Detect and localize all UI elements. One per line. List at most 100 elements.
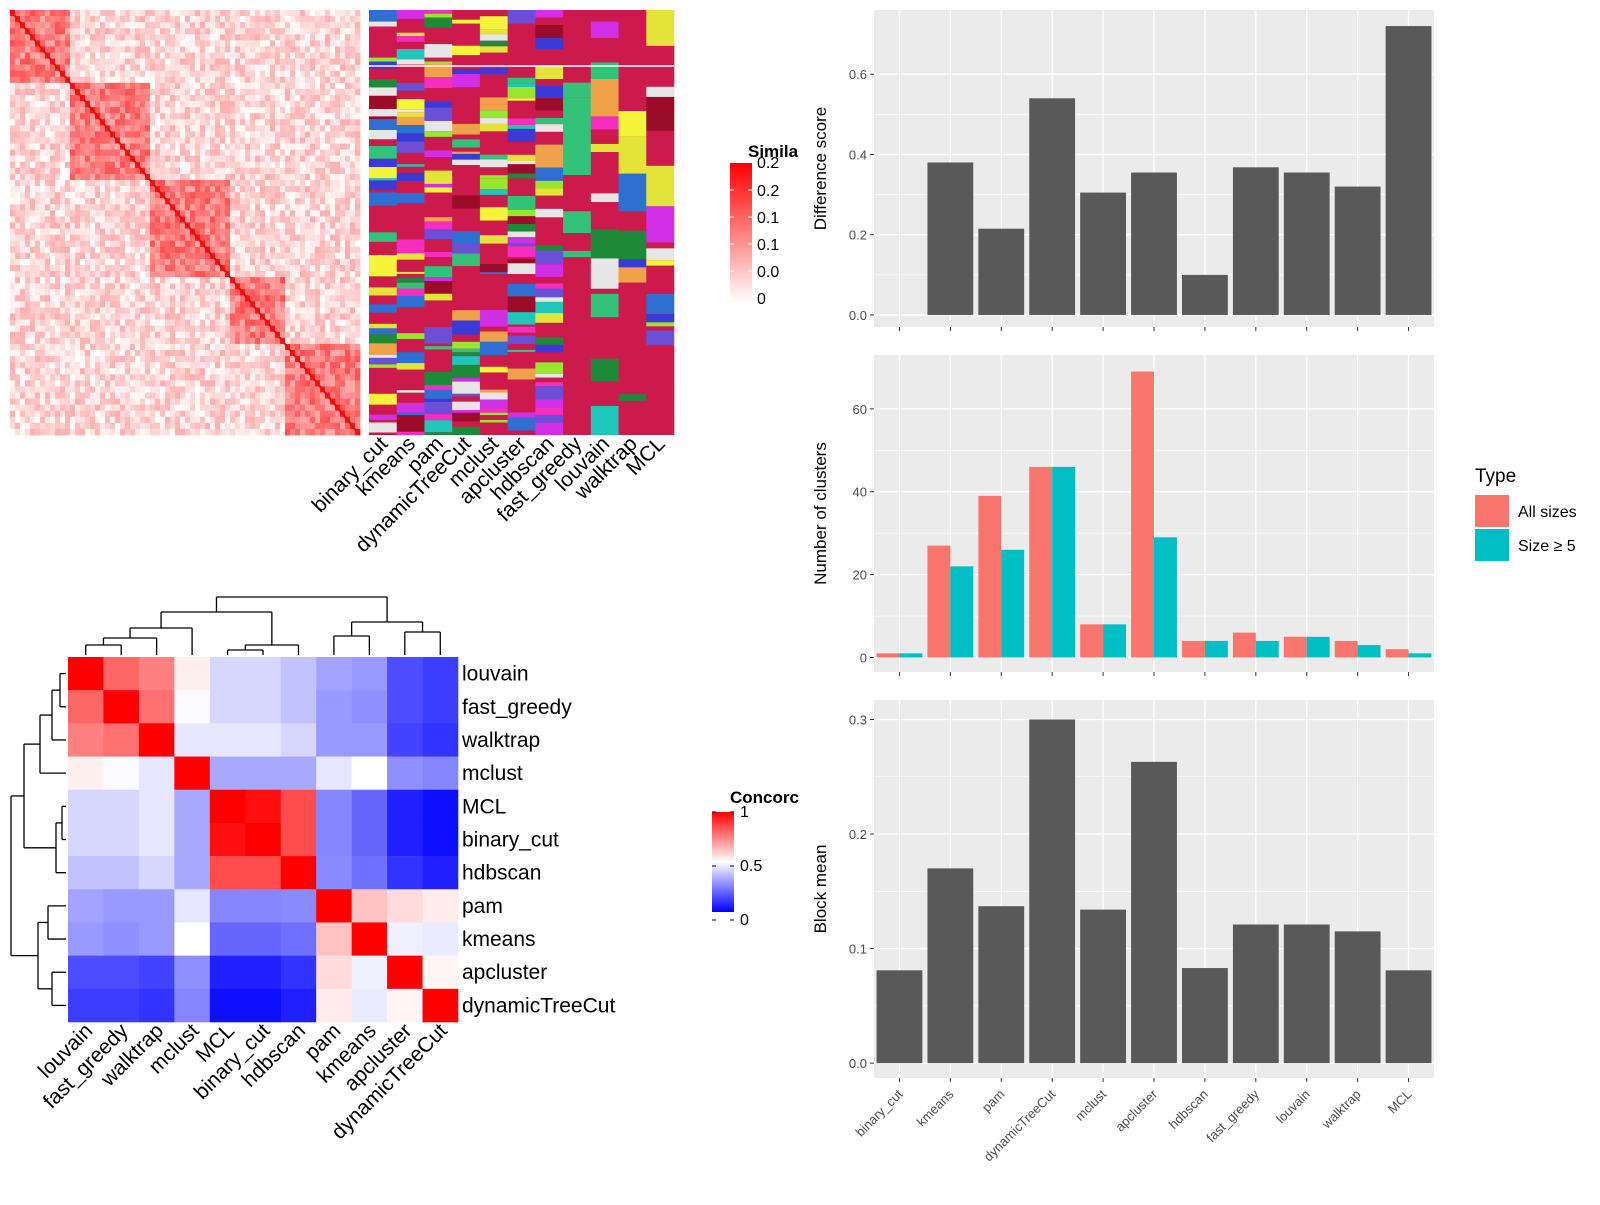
cluster-assignment-bands — [369, 10, 674, 435]
heatmap-cell — [68, 690, 104, 723]
bar-pam — [978, 906, 1024, 1063]
similarity-legend-tick: 0 — [757, 291, 766, 308]
heatmap-cell — [139, 723, 175, 756]
bar-MCL — [1386, 26, 1432, 315]
heatmap-cell — [68, 790, 104, 823]
heatmap-cell — [139, 790, 175, 823]
heatmap-cell — [316, 723, 352, 756]
bar-size-ge-5-MCL — [1409, 653, 1432, 657]
heatmap-cell — [352, 856, 388, 889]
heatmap-cell — [174, 723, 210, 756]
heatmap-cell — [103, 823, 139, 856]
heatmap-cell — [316, 989, 352, 1022]
heatmap-cell — [139, 956, 175, 989]
bar-all-sizes-MCL — [1386, 649, 1409, 657]
heatmap-cell — [387, 889, 423, 922]
heatmap-cell — [352, 690, 388, 723]
heatmap-cell — [210, 657, 246, 690]
concordance-legend-tick: 0.5 — [740, 858, 762, 875]
heatmap-row-label-hdbscan: hdbscan — [462, 862, 541, 885]
bar-all-sizes-walktrap — [1335, 641, 1358, 658]
heatmap-cell — [174, 790, 210, 823]
bar-kmeans — [927, 868, 973, 1063]
x-tick-label-walktrap: walktrap — [1318, 1087, 1364, 1133]
heatmap-cell — [316, 889, 352, 922]
concordance-colorbar — [712, 812, 734, 912]
bar-size-ge-5-walktrap — [1358, 645, 1381, 657]
bar-all-sizes-pam — [978, 496, 1001, 658]
heatmap-cell — [423, 757, 459, 790]
heatmap-cell — [174, 989, 210, 1022]
y-tick-label: 40 — [853, 485, 867, 500]
bar-hdbscan — [1182, 275, 1228, 315]
bar-size-ge-5-apcluster — [1154, 537, 1177, 657]
heatmap-cell — [352, 922, 388, 955]
bar-walktrap — [1335, 187, 1381, 315]
y-tick-label: 60 — [853, 402, 867, 417]
heatmap-cell — [316, 757, 352, 790]
heatmap-cell — [423, 922, 459, 955]
heatmap-cell — [423, 856, 459, 889]
y-tick-label: 0.0 — [849, 1056, 867, 1071]
concordance-dendrogram-left — [11, 674, 66, 1006]
heatmap-cell — [210, 823, 246, 856]
heatmap-cell — [316, 657, 352, 690]
heatmap-cell — [387, 823, 423, 856]
bar-size-ge-5-louvain — [1307, 637, 1330, 658]
heatmap-cell — [281, 657, 317, 690]
band-labels: binary_cutkmeanspamdynamicTreeCutmclusta… — [308, 432, 670, 557]
heatmap-cell — [245, 723, 281, 756]
similarity-legend-tick: 0.0 — [757, 264, 779, 281]
heatmap-cell — [245, 790, 281, 823]
bar-mclust — [1080, 910, 1126, 1063]
heatmap-cell — [139, 657, 175, 690]
x-tick-label-apcluster: apcluster — [1112, 1086, 1160, 1134]
bar-fast_greedy — [1233, 167, 1279, 315]
heatmap-cell — [245, 757, 281, 790]
heatmap-row-label-walktrap: walktrap — [461, 729, 540, 752]
heatmap-cell — [423, 790, 459, 823]
concordance-dendrogram-top — [86, 597, 441, 655]
heatmap-cell — [316, 956, 352, 989]
x-tick-label-fast_greedy: fast_greedy — [1203, 1086, 1262, 1145]
bar-louvain — [1284, 925, 1330, 1064]
heatmap-cell — [352, 823, 388, 856]
heatmap-row-label-MCL: MCL — [462, 795, 506, 818]
heatmap-cell — [387, 922, 423, 955]
similarity-legend-tick: 0.2 — [757, 155, 779, 172]
heatmap-row-label-dynamicTreeCut: dynamicTreeCut — [462, 994, 615, 1017]
bar-size-ge-5-hdbscan — [1205, 641, 1228, 658]
bar-kmeans — [927, 162, 973, 314]
heatmap-cell — [352, 723, 388, 756]
heatmap-cell — [210, 989, 246, 1022]
bar-all-sizes-binary_cut — [877, 653, 900, 657]
heatmap-cell — [174, 889, 210, 922]
heatmap-cell — [139, 690, 175, 723]
similarity-legend: Simila 0.20.20.10.10.00 — [730, 142, 799, 308]
similarity-colorbar — [730, 163, 752, 303]
number-of-clusters-axis-label: Number of clusters — [811, 442, 830, 585]
bar-apcluster — [1131, 762, 1177, 1063]
heatmap-cell — [68, 956, 104, 989]
heatmap-cell — [423, 889, 459, 922]
heatmap-cell — [281, 690, 317, 723]
heatmap-cell — [423, 690, 459, 723]
bar-hdbscan — [1182, 968, 1228, 1063]
heatmap-cell — [423, 989, 459, 1022]
heatmap-cell — [281, 956, 317, 989]
block-mean-axis-label: Block mean — [811, 845, 830, 934]
heatmap-cell — [210, 889, 246, 922]
heatmap-cell — [139, 922, 175, 955]
heatmap-cell — [245, 956, 281, 989]
heatmap-cell — [68, 723, 104, 756]
heatmap-cell — [245, 889, 281, 922]
heatmap-cell — [210, 922, 246, 955]
heatmap-cell — [139, 889, 175, 922]
heatmap-cell — [68, 823, 104, 856]
difference-score-axis-label: Difference score — [811, 107, 830, 230]
